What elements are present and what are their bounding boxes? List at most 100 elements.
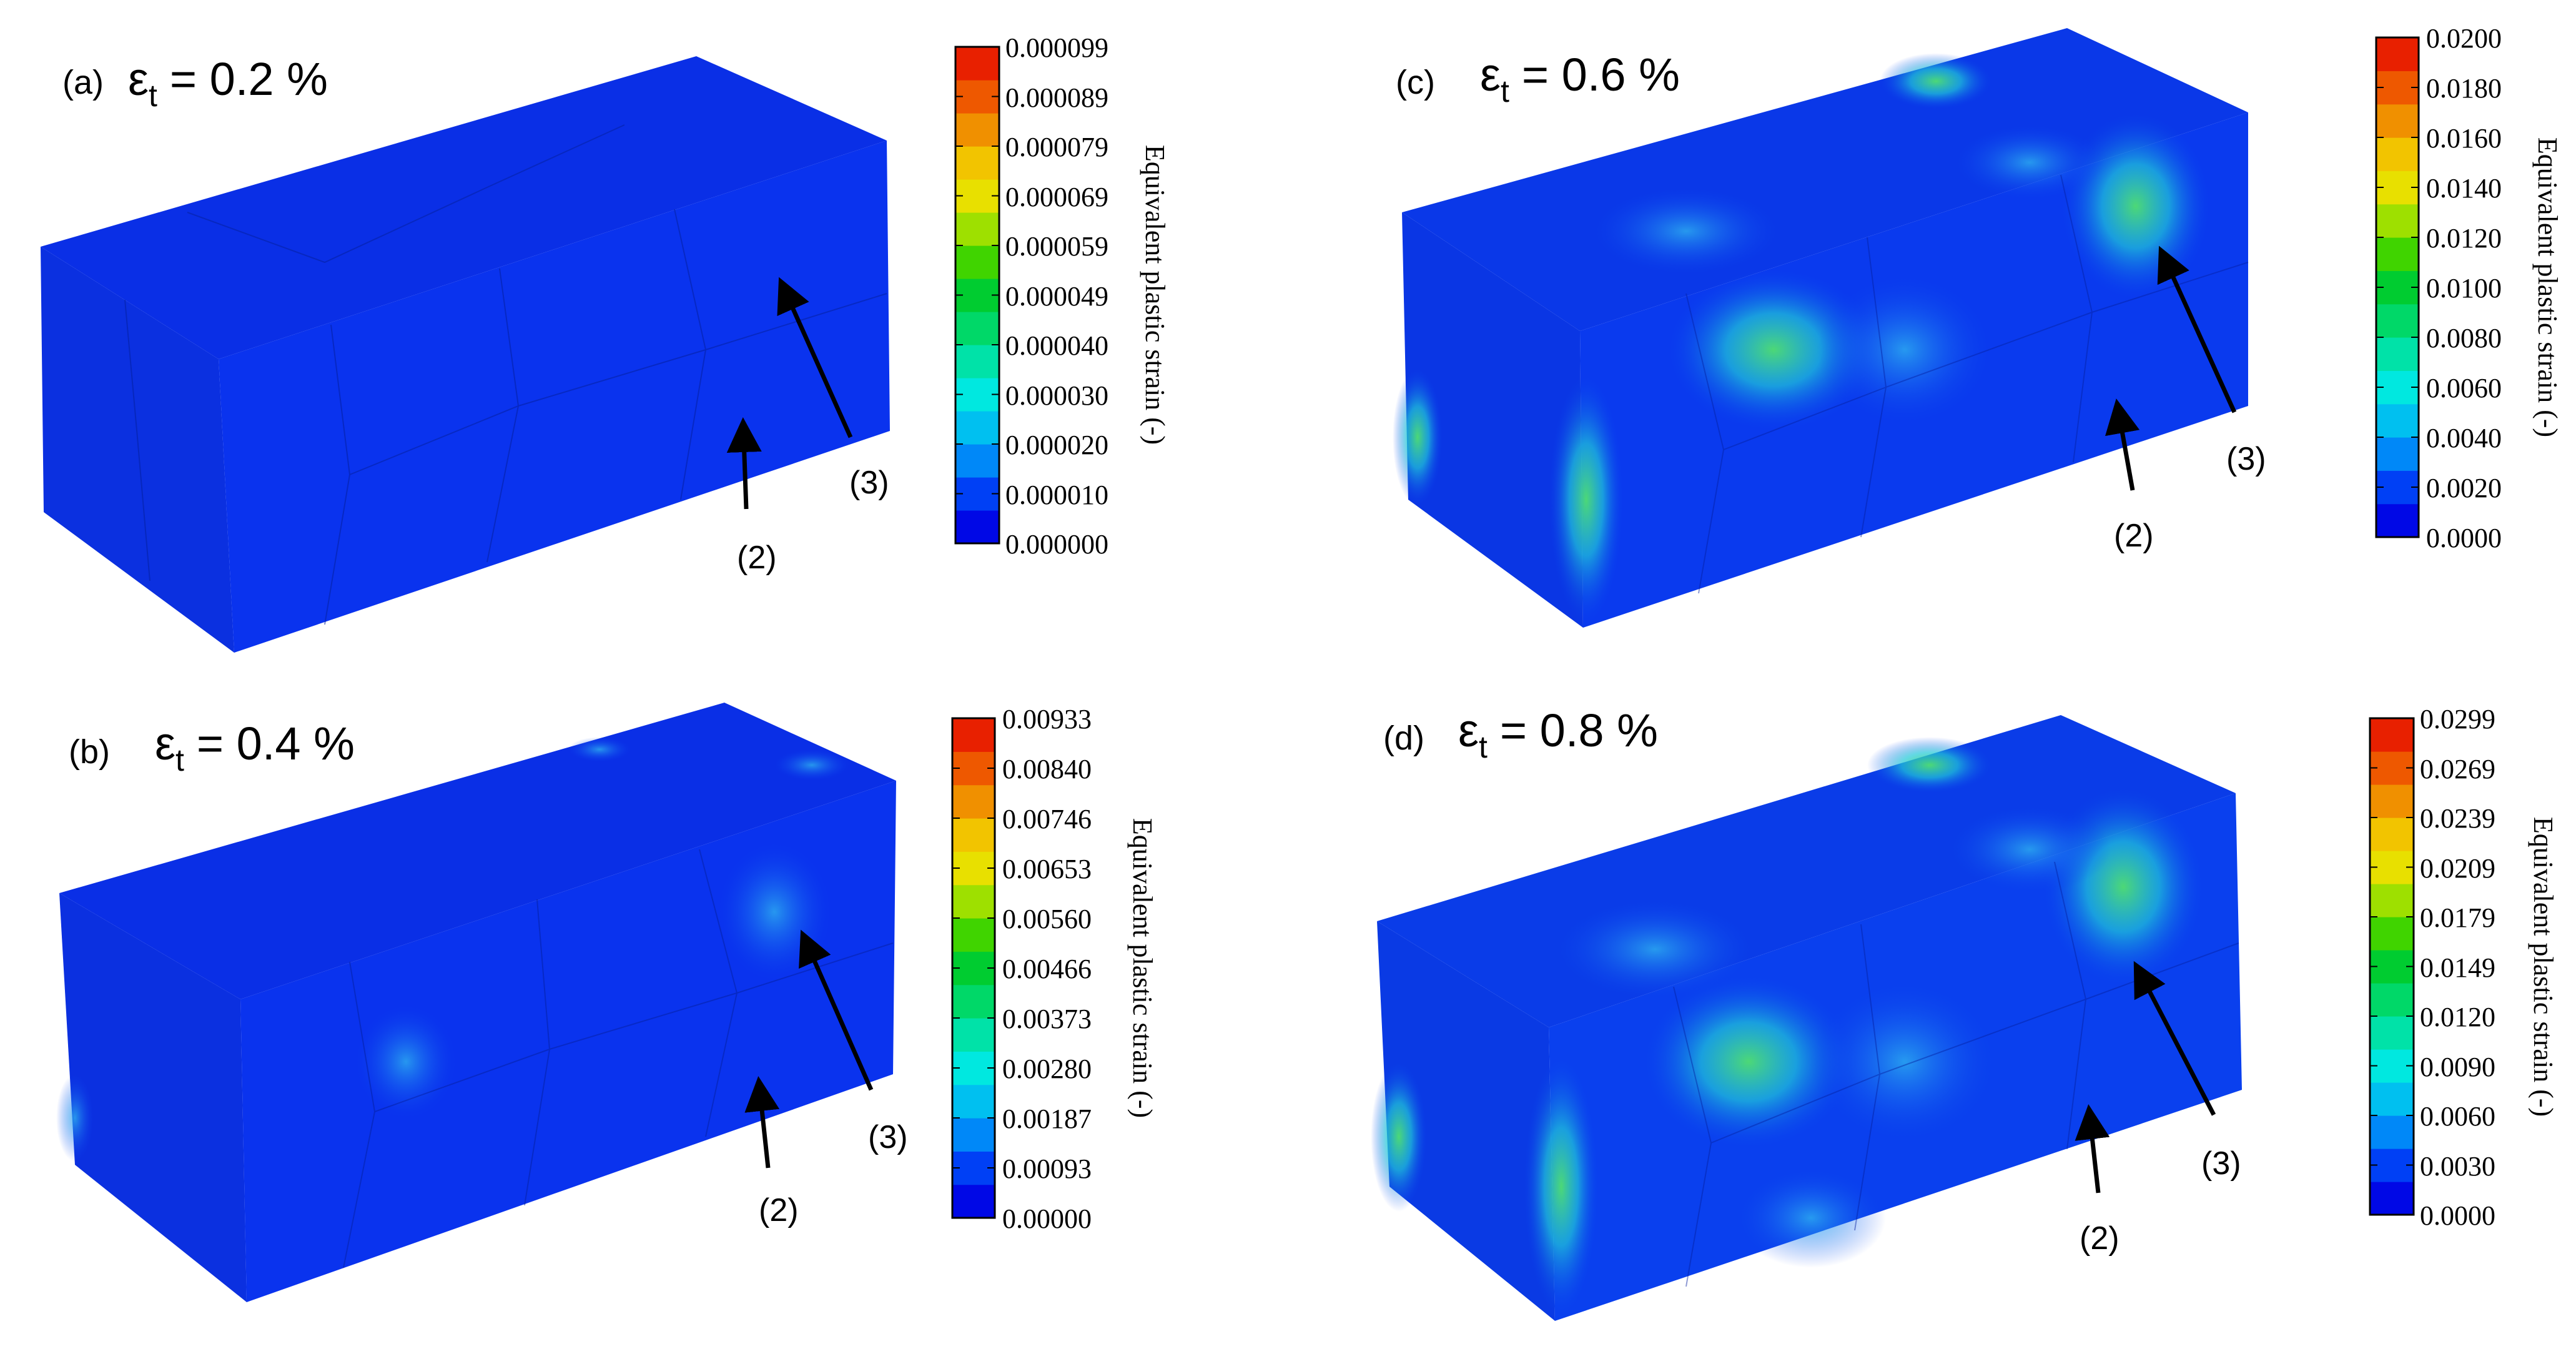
- tick-label: 0.000079: [1005, 132, 1108, 162]
- tick-label: 0.0149: [2420, 952, 2495, 983]
- colorbar-band: [955, 212, 999, 246]
- panel-c: (c) εt = 0.6 % (2) (3) 0.0200 0.0180 0.01…: [1393, 23, 2563, 628]
- colorbar-band: [952, 1018, 995, 1052]
- tick-label: 0.0239: [2420, 803, 2495, 834]
- colorbar-band: [2376, 437, 2419, 471]
- arrow-label-3: (3): [2226, 441, 2266, 477]
- colorbar-band: [955, 312, 999, 345]
- colorbar-band: [952, 718, 995, 752]
- arrow-2: [744, 1076, 780, 1169]
- colorbar-band: [955, 345, 999, 378]
- colorbar-band: [955, 444, 999, 478]
- tick-label: 0.0120: [2426, 223, 2502, 254]
- colorbar-band: [952, 884, 995, 919]
- tick-label: 0.0160: [2426, 123, 2502, 154]
- colorbar-band: [2370, 884, 2414, 917]
- colorbar-band: [2370, 1082, 2414, 1116]
- colorbar-band: [2370, 718, 2414, 752]
- colorbar-band: [2376, 503, 2419, 538]
- colorbar-band: [952, 1184, 995, 1218]
- tick-label: 0.0269: [2420, 754, 2495, 784]
- arrow-label-3: (3): [868, 1119, 908, 1155]
- mesh-block-c: [1393, 28, 2249, 628]
- block-front-face: [41, 247, 234, 653]
- tick-label: 0.000000: [1005, 529, 1108, 560]
- colorbar-band: [2376, 403, 2419, 438]
- arrow-3: [2157, 245, 2237, 413]
- tick-label: 0.00000: [1002, 1203, 1092, 1234]
- arrow-label-2: (2): [2080, 1220, 2120, 1257]
- colorbar-ticks-a: 0.000099 0.000089 0.000079 0.000069 0.00…: [1005, 32, 1108, 560]
- arrow-3: [777, 277, 853, 438]
- arrow-label-2: (2): [759, 1192, 799, 1228]
- colorbar-band: [2376, 104, 2419, 138]
- colorbar-band: [952, 1118, 995, 1152]
- colorbar-band: [955, 510, 999, 544]
- tick-label: 0.00746: [1002, 804, 1092, 834]
- panel-label: (a): [62, 64, 104, 101]
- tick-label: 0.0040: [2426, 423, 2502, 453]
- mesh-block-b: [56, 703, 896, 1302]
- strain-label: εt = 0.6 %: [1480, 49, 1680, 109]
- strain-label: εt = 0.2 %: [128, 53, 328, 113]
- panel-a: (a) εt = 0.2 % (2) (3) 0.000099 0.000089 …: [41, 32, 1170, 653]
- colorbar-band: [2370, 1115, 2414, 1149]
- colorbar-band: [2370, 784, 2414, 818]
- colorbar-b: [951, 717, 996, 1219]
- tick-label: 0.00373: [1002, 1004, 1092, 1034]
- tick-label: 0.00653: [1002, 854, 1092, 884]
- colorbar-band: [2370, 917, 2414, 951]
- tick-label: 0.0179: [2420, 902, 2495, 933]
- block-top-face: [41, 56, 887, 359]
- colorbar-d: [2369, 717, 2415, 1216]
- panel-label: (b): [69, 733, 110, 771]
- colorbar-frame: [951, 717, 996, 1219]
- tick-label: 0.00093: [1002, 1154, 1092, 1184]
- colorbar-band: [2376, 37, 2419, 71]
- colorbar-band: [955, 113, 999, 147]
- colorbar-frame: [954, 46, 1000, 545]
- mesh-block-d: [1371, 715, 2242, 1321]
- tick-label: 0.0100: [2426, 273, 2502, 304]
- tick-label: 0.0020: [2426, 473, 2502, 503]
- tick-label: 0.0299: [2420, 704, 2495, 734]
- colorbar-band: [2370, 1182, 2414, 1215]
- colorbar-band: [2370, 1016, 2414, 1050]
- tick-label: 0.0000: [2426, 523, 2502, 553]
- tick-label: 0.000049: [1005, 281, 1108, 312]
- mesh-block-a: [41, 56, 890, 653]
- arrow-label-2: (2): [2114, 518, 2154, 554]
- colorbar-c: [2375, 36, 2420, 538]
- colorbar-band: [2370, 818, 2414, 851]
- strain-label: εt = 0.4 %: [155, 718, 355, 778]
- block-front-face: [1402, 212, 1583, 628]
- colorbar-band: [952, 818, 995, 852]
- colorbar-band: [952, 984, 995, 1019]
- tick-label: 0.0140: [2426, 173, 2502, 204]
- colorbar-frame: [2375, 36, 2420, 538]
- colorbar-band: [952, 784, 995, 819]
- tick-label: 0.0090: [2420, 1052, 2495, 1082]
- panel-b: (b) εt = 0.4 % (2) (3) 0.00933 0.00840 0.…: [56, 703, 1158, 1302]
- arrow-2: [2105, 398, 2140, 491]
- arrow-2: [2075, 1104, 2110, 1193]
- panel-d: (d) εt = 0.8 % (2) (3) 0.0299 0.0269 0.02…: [1371, 704, 2559, 1321]
- strain-label: εt = 0.8 %: [1458, 704, 1658, 764]
- colorbar-band: [2376, 204, 2419, 238]
- tick-label: 0.0000: [2420, 1200, 2495, 1231]
- tick-label: 0.000089: [1005, 82, 1108, 113]
- colorbar-band: [952, 918, 995, 952]
- arrow-3: [2133, 961, 2216, 1116]
- tick-label: 0.000099: [1005, 32, 1108, 63]
- tick-label: 0.0209: [2420, 853, 2495, 884]
- tick-label: 0.0120: [2420, 1002, 2495, 1032]
- colorbar-ticks-d: 0.0299 0.0269 0.0239 0.0209 0.0179 0.014…: [2420, 704, 2495, 1231]
- tick-label: 0.00466: [1002, 954, 1092, 984]
- tick-label: 0.0080: [2426, 323, 2502, 353]
- colorbar-a: [954, 46, 1000, 545]
- colorbar-title: Equivalent plastic strain (-): [2528, 817, 2559, 1117]
- panel-label: (c): [1396, 64, 1435, 101]
- tick-label: 0.00187: [1002, 1104, 1092, 1134]
- tick-label: 0.00560: [1002, 904, 1092, 934]
